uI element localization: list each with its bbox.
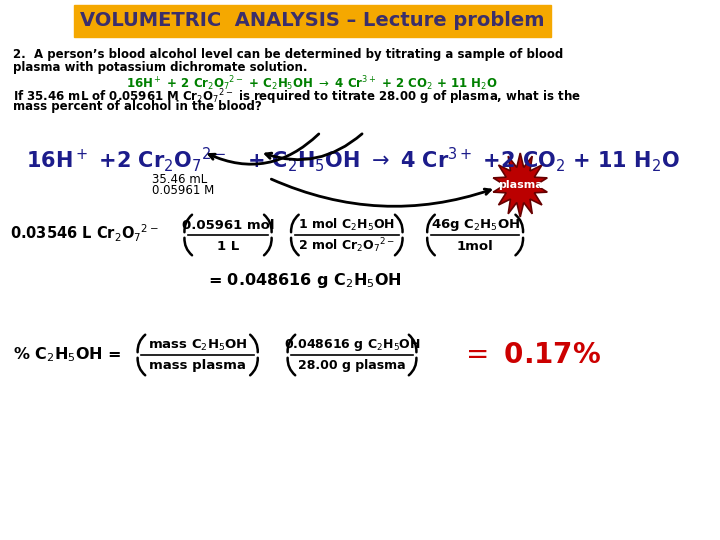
- Text: 1 L: 1 L: [217, 240, 239, 253]
- FancyArrowPatch shape: [287, 358, 295, 375]
- FancyArrowPatch shape: [427, 238, 435, 255]
- Text: 2 mol Cr$_2$O$_7$$^{2-}$: 2 mol Cr$_2$O$_7$$^{2-}$: [298, 237, 395, 255]
- FancyArrowPatch shape: [184, 238, 192, 255]
- Polygon shape: [493, 153, 547, 217]
- Text: VOLUMETRIC  ANALYSIS – Lecture problem: VOLUMETRIC ANALYSIS – Lecture problem: [80, 11, 544, 30]
- Text: If 35.46 mL of 0.05961 M Cr$_2$O$_7$$^{2-}$ is required to titrate 28.00 g of pl: If 35.46 mL of 0.05961 M Cr$_2$O$_7$$^{2…: [13, 87, 581, 106]
- Text: mass C$_2$H$_5$OH: mass C$_2$H$_5$OH: [148, 338, 248, 353]
- Text: 0.03546 L Cr$_2$O$_7$$^{2-}$: 0.03546 L Cr$_2$O$_7$$^{2-}$: [10, 222, 159, 244]
- Text: 0.05961 M: 0.05961 M: [152, 184, 214, 197]
- Text: 28.00 g plasma: 28.00 g plasma: [298, 360, 406, 373]
- Text: 16H$^+$ +2 Cr$_2$O$_7$$^{2-}$: 16H$^+$ +2 Cr$_2$O$_7$$^{2-}$: [26, 146, 227, 174]
- FancyArrowPatch shape: [250, 358, 258, 375]
- FancyArrowPatch shape: [516, 238, 523, 255]
- FancyBboxPatch shape: [73, 5, 551, 37]
- FancyArrowPatch shape: [395, 238, 402, 255]
- Text: + C$_2$H$_5$OH $\rightarrow$ 4 Cr$^{3+}$ +2 CO$_2$ + 11 H$_2$O: + C$_2$H$_5$OH $\rightarrow$ 4 Cr$^{3+}$…: [247, 146, 680, 174]
- Text: = 0.048616 g C$_2$H$_5$OH: = 0.048616 g C$_2$H$_5$OH: [208, 271, 402, 289]
- Text: 16H$^+$ + 2 Cr$_2$O$_7$$^{2-}$ + C$_2$H$_5$OH $\rightarrow$ 4 Cr$^{3+}$ + 2 CO$_: 16H$^+$ + 2 Cr$_2$O$_7$$^{2-}$ + C$_2$H$…: [127, 74, 498, 93]
- Text: 1 mol C$_2$H$_5$OH: 1 mol C$_2$H$_5$OH: [298, 217, 395, 233]
- FancyArrowPatch shape: [264, 215, 271, 232]
- Text: plasma with potassium dichromate solution.: plasma with potassium dichromate solutio…: [13, 61, 307, 74]
- FancyArrowPatch shape: [516, 215, 523, 232]
- Text: 46g C$_2$H$_5$OH: 46g C$_2$H$_5$OH: [431, 217, 520, 233]
- Text: $=$ 0.17%: $=$ 0.17%: [459, 341, 600, 369]
- Text: plasma: plasma: [498, 180, 543, 190]
- FancyArrowPatch shape: [250, 335, 258, 352]
- Text: mass plasma: mass plasma: [149, 360, 246, 373]
- FancyArrowPatch shape: [287, 335, 295, 352]
- Text: 2.  A person’s blood alcohol level can be determined by titrating a sample of bl: 2. A person’s blood alcohol level can be…: [13, 48, 563, 61]
- Text: % C$_2$H$_5$OH =: % C$_2$H$_5$OH =: [13, 346, 122, 365]
- Text: 35.46 mL: 35.46 mL: [152, 173, 207, 186]
- Text: 1mol: 1mol: [456, 240, 493, 253]
- FancyArrowPatch shape: [291, 215, 299, 232]
- FancyArrowPatch shape: [395, 215, 402, 232]
- FancyArrowPatch shape: [184, 215, 192, 232]
- FancyArrowPatch shape: [409, 358, 416, 375]
- FancyArrowPatch shape: [291, 238, 299, 255]
- Text: mass percent of alcohol in the blood?: mass percent of alcohol in the blood?: [13, 100, 262, 113]
- Text: 0.048616 g C$_2$H$_5$OH: 0.048616 g C$_2$H$_5$OH: [284, 338, 420, 353]
- Text: 0.05961 mol: 0.05961 mol: [181, 219, 274, 232]
- FancyArrowPatch shape: [427, 215, 435, 232]
- FancyArrowPatch shape: [264, 238, 271, 255]
- FancyArrowPatch shape: [409, 335, 416, 352]
- FancyArrowPatch shape: [138, 335, 145, 352]
- FancyArrowPatch shape: [138, 358, 145, 375]
